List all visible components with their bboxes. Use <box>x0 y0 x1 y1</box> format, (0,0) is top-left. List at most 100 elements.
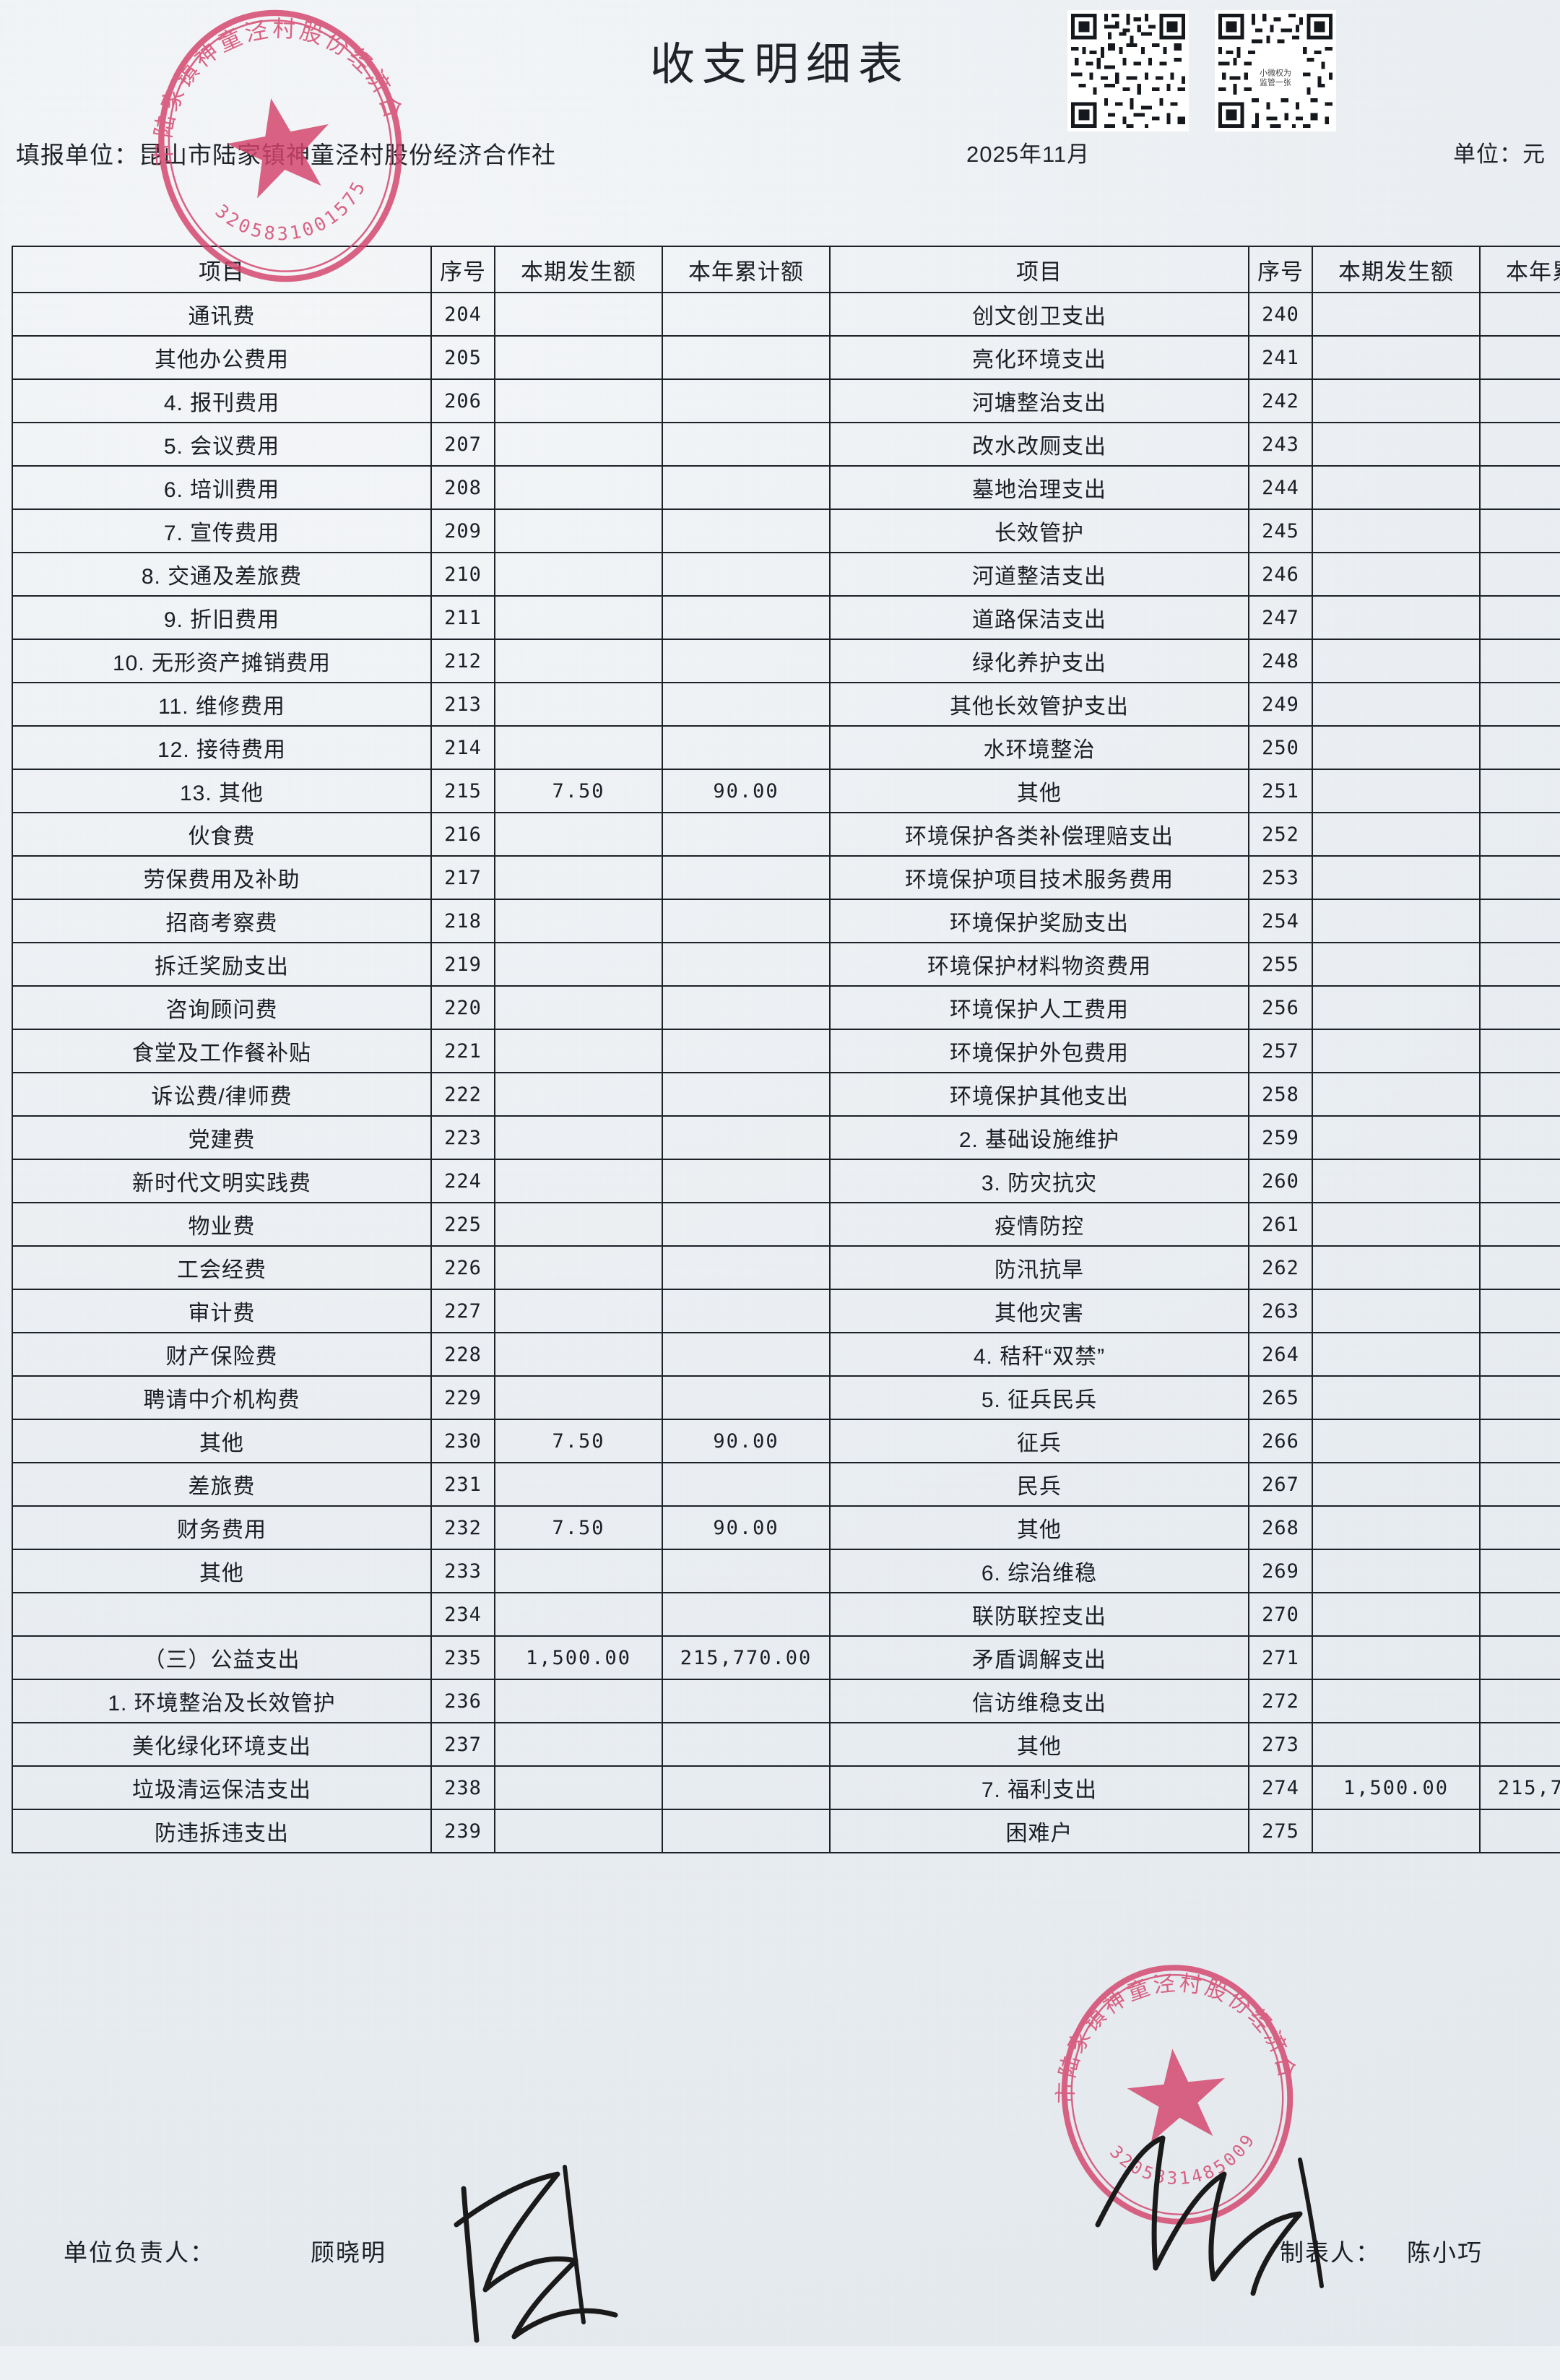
cell-current-left <box>494 942 663 987</box>
cell-ytd-right <box>1479 1332 1560 1377</box>
cell-no-right: 264 <box>1248 1332 1313 1377</box>
cell-item-left: 9. 折旧费用 <box>12 595 432 640</box>
cell-ytd-left <box>662 1375 831 1420</box>
cell-ytd-left: 90.00 <box>662 1505 831 1550</box>
table-row: 党建费 223 2. 基础设施维护 259 <box>12 1115 1560 1160</box>
cell-ytd-right <box>1479 639 1560 683</box>
cell-ytd-left <box>662 812 831 857</box>
cell-ytd-left <box>662 1115 831 1160</box>
table-row: 伙食费 216 环境保护各类补偿理赔支出 252 <box>12 812 1560 857</box>
qr-code-note: 小微权为 监管一张 <box>1260 69 1291 87</box>
cell-item-left: 10. 无形资产摊销费用 <box>12 639 432 683</box>
cell-item-right: 亮化环境支出 <box>829 335 1249 380</box>
cell-ytd-left <box>662 1332 831 1377</box>
cell-ytd-left <box>662 422 831 467</box>
cell-ytd-right <box>1479 1245 1560 1290</box>
table-row: 8. 交通及差旅费 210 河道整洁支出 246 <box>12 552 1560 597</box>
cell-no-right: 245 <box>1248 509 1313 553</box>
cell-no-right: 252 <box>1248 812 1313 857</box>
table-row: 234 联防联控支出 270 <box>12 1592 1560 1637</box>
cell-no-left: 207 <box>430 422 495 467</box>
table-row: 财务费用 232 7.50 90.00 其他 268 <box>12 1505 1560 1550</box>
header-no-left: 序号 <box>430 246 495 293</box>
qr-code-left[interactable] <box>1067 10 1189 131</box>
table-row: 4. 报刊费用 206 河塘整治支出 242 <box>12 378 1560 423</box>
cell-ytd-left <box>662 682 831 727</box>
cell-current-right <box>1312 1462 1481 1507</box>
cell-no-left: 234 <box>430 1592 495 1637</box>
cell-no-left: 226 <box>430 1245 495 1290</box>
cell-ytd-right <box>1479 1419 1560 1463</box>
cell-item-right: 4. 秸秆“双禁” <box>829 1332 1249 1377</box>
table-header-row: 项目 序号 本期发生额 本年累计额 项目 序号 本期发生额 本年累计额 <box>12 246 1560 293</box>
cell-ytd-left <box>662 1462 831 1507</box>
header-ytd-right: 本年累计额 <box>1479 246 1560 293</box>
cell-no-left: 222 <box>430 1072 495 1117</box>
cell-current-right <box>1312 1549 1481 1593</box>
cell-no-left: 212 <box>430 639 495 683</box>
cell-item-left <box>12 1592 432 1637</box>
cell-item-right: 3. 防灾抗灾 <box>829 1159 1249 1203</box>
table-row: 其他 230 7.50 90.00 征兵 266 <box>12 1419 1560 1463</box>
cell-no-left: 232 <box>430 1505 495 1550</box>
cell-item-right: 道路保洁支出 <box>829 595 1249 640</box>
cell-no-left: 227 <box>430 1289 495 1333</box>
cell-current-left <box>494 812 663 857</box>
table-row: 工会经费 226 防汛抗旱 262 <box>12 1245 1560 1290</box>
cell-item-right: 环境保护奖励支出 <box>829 899 1249 943</box>
cell-no-right: 262 <box>1248 1245 1313 1290</box>
cell-item-left: 物业费 <box>12 1202 432 1247</box>
cell-item-left: 4. 报刊费用 <box>12 378 432 423</box>
cell-current-left <box>494 1375 663 1420</box>
cell-ytd-right <box>1479 1072 1560 1117</box>
cell-item-right: 5. 征兵民兵 <box>829 1375 1249 1420</box>
cell-no-left: 216 <box>430 812 495 857</box>
cell-current-left <box>494 1289 663 1333</box>
cell-ytd-left <box>662 1202 831 1247</box>
cell-ytd-right <box>1479 595 1560 640</box>
cell-no-right: 272 <box>1248 1679 1313 1723</box>
cell-current-left <box>494 639 663 683</box>
qr-code-right[interactable]: 小微权为 监管一张 <box>1215 10 1336 131</box>
meta-line: 填报单位：昆山市陆家镇神童泾村股份经济合作社 2025年11月 单位：元 <box>0 136 1560 176</box>
cell-no-left: 235 <box>430 1635 495 1680</box>
cell-ytd-left <box>662 1289 831 1333</box>
header-item-right: 项目 <box>829 246 1249 293</box>
table-row: 10. 无形资产摊销费用 212 绿化养护支出 248 <box>12 639 1560 683</box>
cell-ytd-right <box>1479 1202 1560 1247</box>
cell-ytd-right <box>1479 378 1560 423</box>
cell-item-left: 新时代文明实践费 <box>12 1159 432 1203</box>
table-row: 食堂及工作餐补贴 221 环境保护外包费用 257 <box>12 1029 1560 1073</box>
cell-item-right: 民兵 <box>829 1462 1249 1507</box>
cell-item-right: 创文创卫支出 <box>829 292 1249 337</box>
cell-item-left: 聘请中介机构费 <box>12 1375 432 1420</box>
table-row: 6. 培训费用 208 墓地治理支出 244 <box>12 465 1560 510</box>
cell-current-right <box>1312 552 1481 597</box>
cell-no-right: 243 <box>1248 422 1313 467</box>
cell-current-right <box>1312 1505 1481 1550</box>
cell-item-left: 劳保费用及补助 <box>12 855 432 900</box>
cell-item-left: 财务费用 <box>12 1505 432 1550</box>
cell-item-left: 食堂及工作餐补贴 <box>12 1029 432 1073</box>
cell-current-right <box>1312 595 1481 640</box>
filer-label: 填报单位： <box>16 142 139 168</box>
cell-item-right: 其他 <box>829 1505 1249 1550</box>
cell-current-left <box>494 1115 663 1160</box>
cell-no-right: 256 <box>1248 985 1313 1030</box>
cell-no-right: 259 <box>1248 1115 1313 1160</box>
cell-item-left: 拆迁奖励支出 <box>12 942 432 987</box>
table-row: 9. 折旧费用 211 道路保洁支出 247 <box>12 595 1560 640</box>
cell-no-left: 224 <box>430 1159 495 1203</box>
maker-signature <box>1083 2116 1387 2319</box>
cell-ytd-right <box>1479 1029 1560 1073</box>
qr-code-group: 小微权为 监管一张 <box>1067 10 1336 131</box>
cell-no-left: 223 <box>430 1115 495 1160</box>
cell-ytd-left <box>662 335 831 380</box>
cell-ytd-right <box>1479 1549 1560 1593</box>
table-row: 7. 宣传费用 209 长效管护 245 <box>12 509 1560 553</box>
cell-current-right <box>1312 725 1481 770</box>
cell-item-right: 环境保护外包费用 <box>829 1029 1249 1073</box>
cell-item-right: 墓地治理支出 <box>829 465 1249 510</box>
cell-no-right: 261 <box>1248 1202 1313 1247</box>
cell-current-right <box>1312 292 1481 337</box>
